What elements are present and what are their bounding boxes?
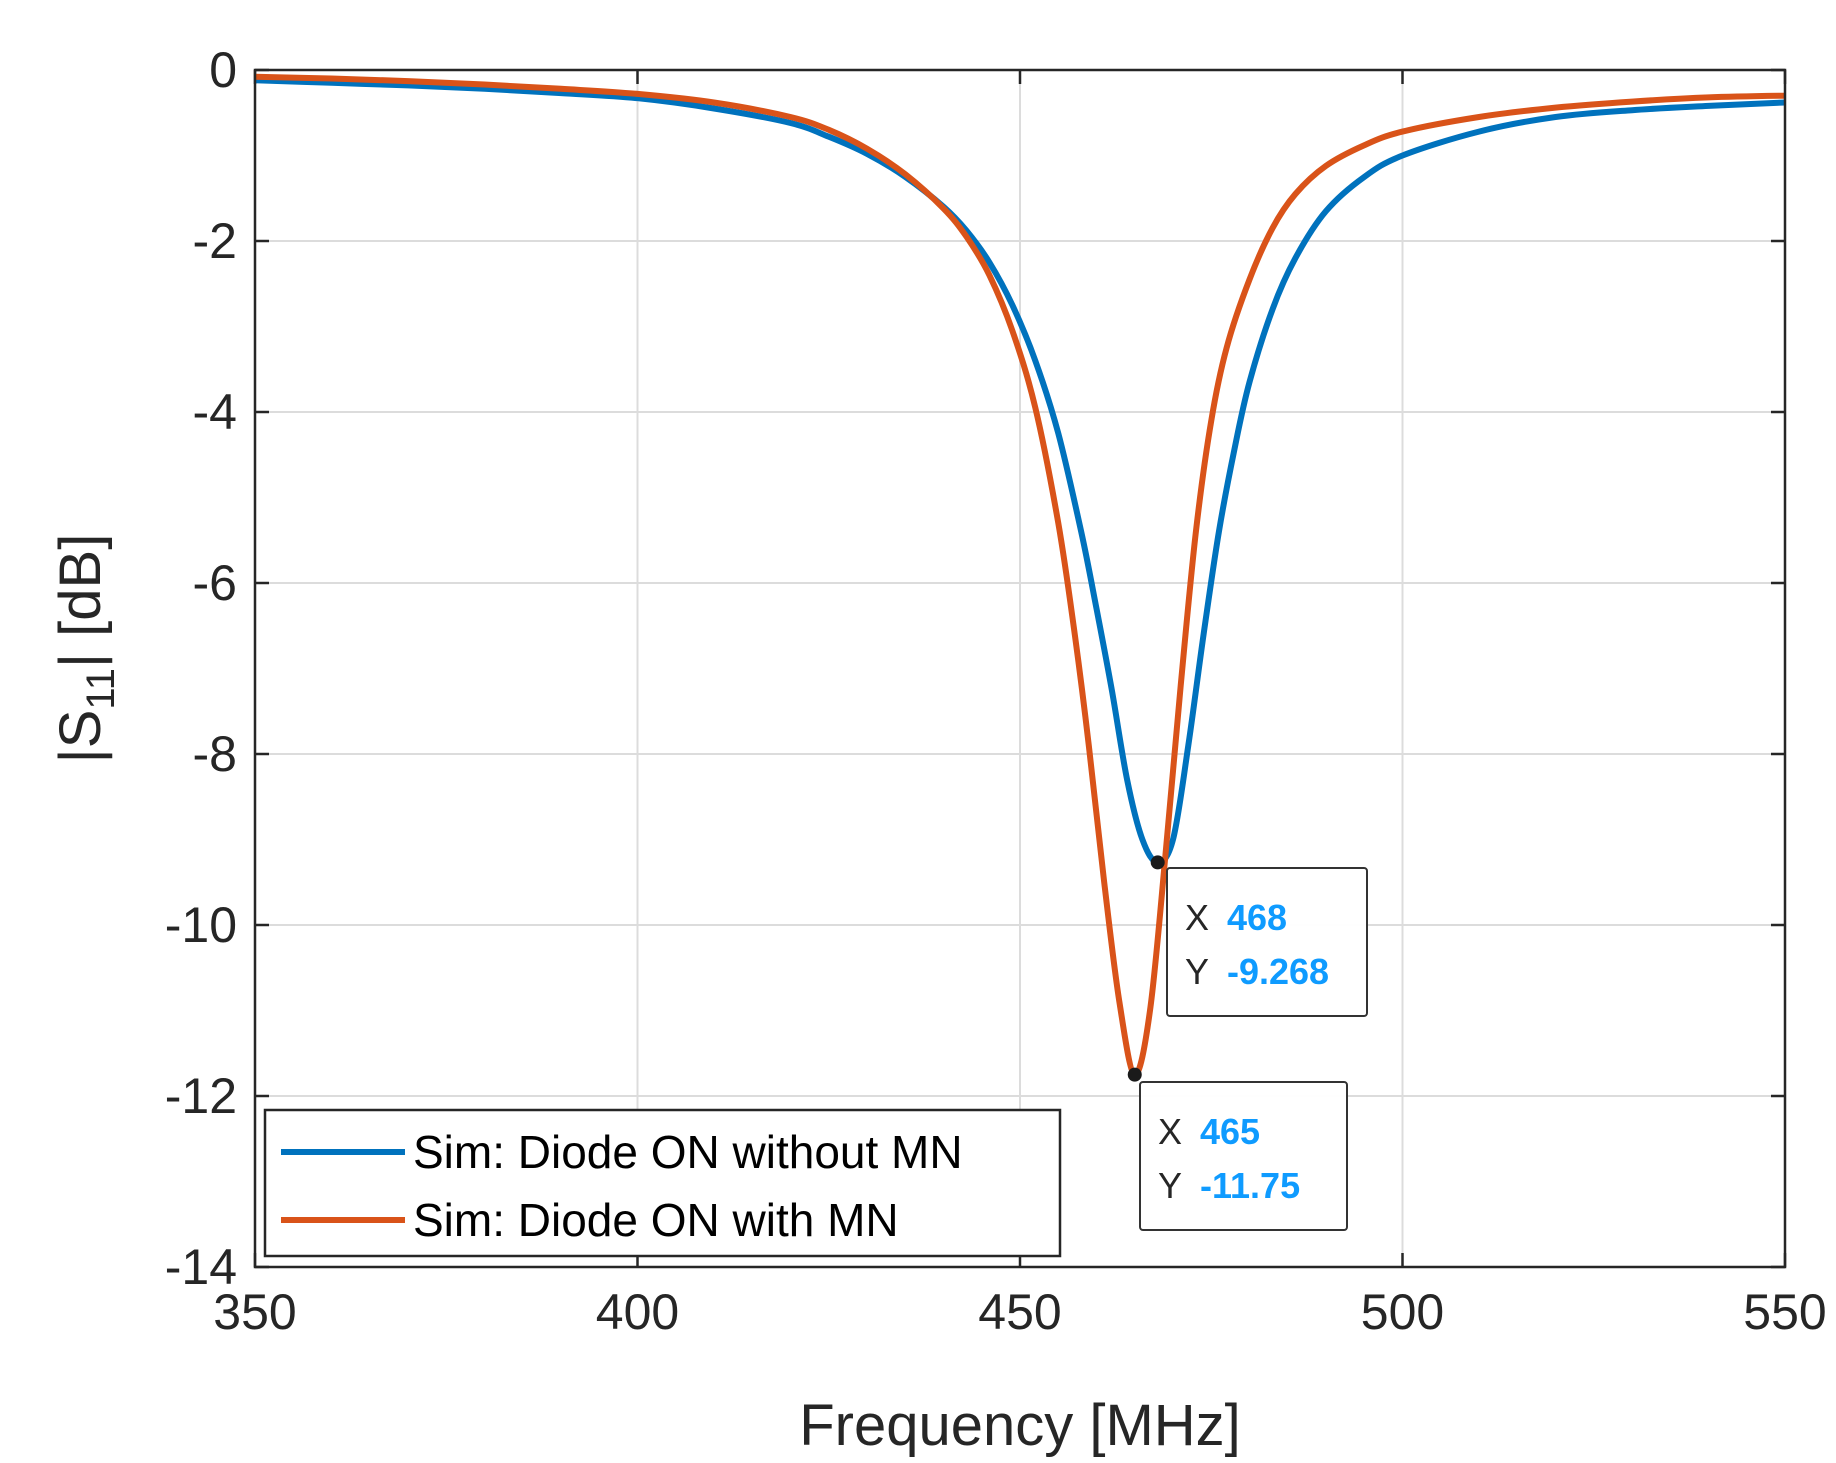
datatip-y-key: Y [1158,1165,1182,1206]
datatip-marker[interactable] [1150,855,1165,870]
datatip-y-value: -9.268 [1227,951,1329,992]
y-axis-label-subscript: 11 [79,668,123,710]
y-tick-label: -14 [165,1239,237,1295]
x-tick-label: 350 [213,1284,296,1340]
series-line-without-mn[interactable] [254,77,1786,866]
datatip-without-mn[interactable]: X 468 Y -9.268 [1150,855,1368,1017]
x-tick-label: 500 [1361,1284,1444,1340]
datatip-with-mn[interactable]: X 465 Y -11.75 [1127,1067,1348,1231]
y-axis-label-suffix: | [dB] [48,534,113,668]
y-tick-label: -10 [165,897,237,953]
legend-label-with-mn: Sim: Diode ON with MN [413,1194,899,1246]
datatip-marker[interactable] [1127,1067,1142,1082]
series-lines [254,73,1786,1078]
datatip-x-value: 465 [1200,1111,1260,1152]
datatip-y-key: Y [1185,951,1209,992]
x-tick-label: 400 [596,1284,679,1340]
y-tick-labels: 0 -2 -4 -6 -8 -10 -12 -14 [165,42,237,1295]
y-tick-label: -2 [193,213,237,269]
y-tick-label: -4 [193,384,237,440]
x-tick-labels: 350 400 450 500 550 [213,1284,1826,1340]
x-axis-label: Frequency [MHz] [799,1393,1241,1458]
x-tick-label: 550 [1743,1284,1826,1340]
legend-label-without-mn: Sim: Diode ON without MN [413,1126,963,1178]
datatip-x-key: X [1158,1111,1182,1152]
datatip-y-value: -11.75 [1200,1165,1300,1206]
datatip-box [1166,867,1368,1017]
y-tick-label: -12 [165,1068,237,1124]
legend-box [263,1108,1062,1258]
datatip-x-value: 468 [1227,897,1287,938]
y-tick-label: 0 [209,42,237,98]
datatip-x-key: X [1185,897,1209,938]
y-axis-label-prefix: |S [48,710,113,764]
series-line-with-mn[interactable] [254,73,1786,1078]
y-tick-label: -8 [193,726,237,782]
x-tick-label: 450 [978,1284,1061,1340]
plot-border [253,68,1787,1269]
y-axis-label: |S11| [dB] [48,534,123,764]
legend[interactable]: Sim: Diode ON without MN Sim: Diode ON w… [263,1108,1062,1258]
datatip-box [1139,1081,1348,1231]
y-tick-label: -6 [193,555,237,611]
